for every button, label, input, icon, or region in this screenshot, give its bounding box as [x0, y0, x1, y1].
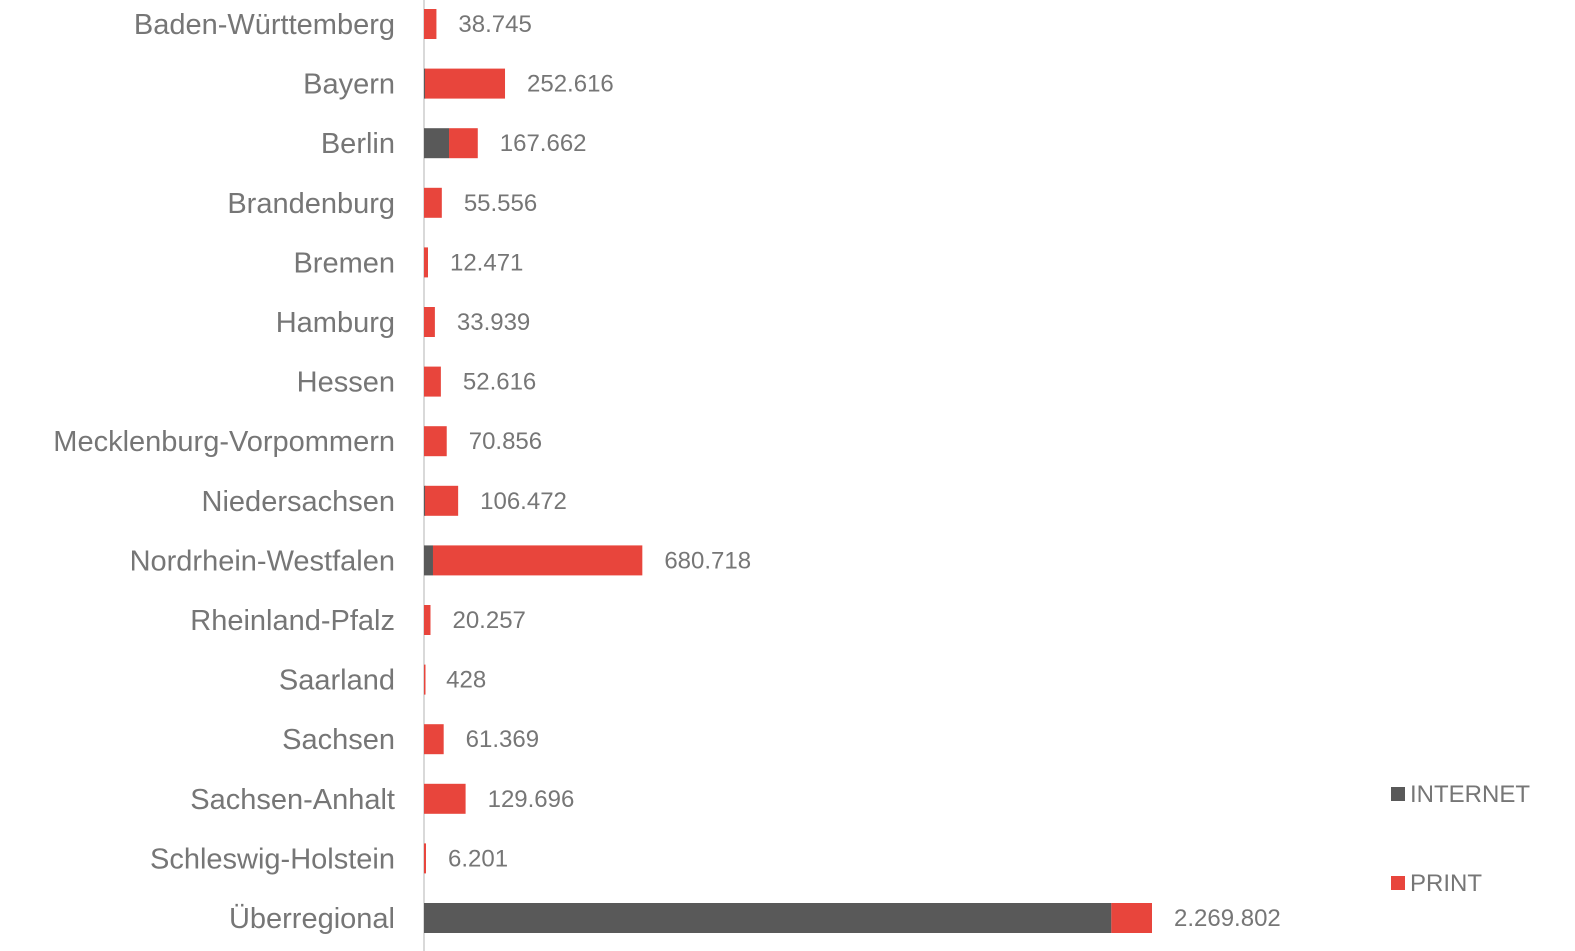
data-label: 38.745: [458, 11, 531, 38]
category-label: Rheinland-Pfalz: [190, 605, 395, 637]
category-label: Berlin: [321, 128, 395, 160]
bar-segment-print: [424, 485, 459, 516]
bar-segment-print: [424, 247, 428, 278]
category-label: Sachsen: [282, 724, 395, 756]
bar-segment-print: [424, 664, 426, 695]
data-label: 428: [446, 667, 486, 694]
legend: INTERNET PRINT: [1391, 781, 1530, 897]
data-label: 2.269.802: [1174, 905, 1281, 932]
data-label: 129.696: [488, 786, 575, 813]
category-label: Baden-Württemberg: [134, 9, 395, 41]
bar-segment-internet: [424, 485, 426, 516]
bar-segment-internet: [424, 903, 1112, 933]
data-label: 61.369: [466, 726, 539, 753]
bar-segment-print: [424, 783, 466, 814]
data-label: 6.201: [448, 845, 508, 872]
category-label: Brandenburg: [227, 188, 395, 220]
legend-label-print: PRINT: [1410, 870, 1482, 897]
legend-label-internet: INTERNET: [1410, 781, 1530, 808]
category-label: Hessen: [297, 367, 395, 399]
bar-segment-print: [432, 545, 643, 576]
bar-segment-print: [449, 128, 478, 159]
data-label: 12.471: [450, 249, 523, 276]
category-label: Nordrhein-Westfalen: [130, 545, 395, 577]
category-label: Schleswig-Holstein: [150, 843, 395, 875]
bar-segment-print: [424, 724, 444, 755]
bar-segment-print: [424, 9, 437, 39]
data-label: 252.616: [527, 71, 614, 98]
data-label: 20.257: [452, 607, 525, 634]
legend-swatch-internet: [1391, 787, 1405, 801]
category-label: Mecklenburg-Vorpommern: [53, 426, 395, 458]
data-label: 70.856: [469, 428, 542, 455]
bar-segment-print: [424, 605, 431, 635]
bar-segment-print: [424, 68, 506, 99]
bar-segment-print: [424, 366, 441, 397]
category-label: Bremen: [293, 247, 395, 279]
category-label: Niedersachsen: [202, 486, 395, 518]
category-label: Überregional: [229, 903, 395, 935]
bar-segment-internet: [424, 545, 433, 576]
bar-segment-print: [424, 187, 442, 218]
bar-segment-internet: [424, 68, 426, 99]
bar-segment-internet: [424, 128, 450, 159]
data-label: 680.718: [664, 547, 751, 574]
legend-swatch-print: [1391, 876, 1405, 890]
bars-layer: [424, 9, 1152, 933]
bar-segment-print: [424, 426, 447, 457]
data-label: 106.472: [480, 488, 567, 515]
bar-segment-print: [424, 843, 426, 874]
data-label: 167.662: [500, 130, 587, 157]
bar-segment-print: [424, 307, 435, 337]
data-label: 52.616: [463, 369, 536, 396]
bar-segment-print: [1111, 903, 1152, 933]
category-label: Hamburg: [276, 307, 395, 339]
category-label: Sachsen-Anhalt: [190, 784, 395, 816]
data-label: 55.556: [464, 190, 537, 217]
labels-layer: Baden-Württemberg 38.745 Bayern 252.616 Berl…: [53, 9, 1280, 935]
data-label: 33.939: [457, 309, 530, 336]
category-label: Bayern: [303, 69, 395, 101]
category-label: Saarland: [279, 665, 395, 697]
